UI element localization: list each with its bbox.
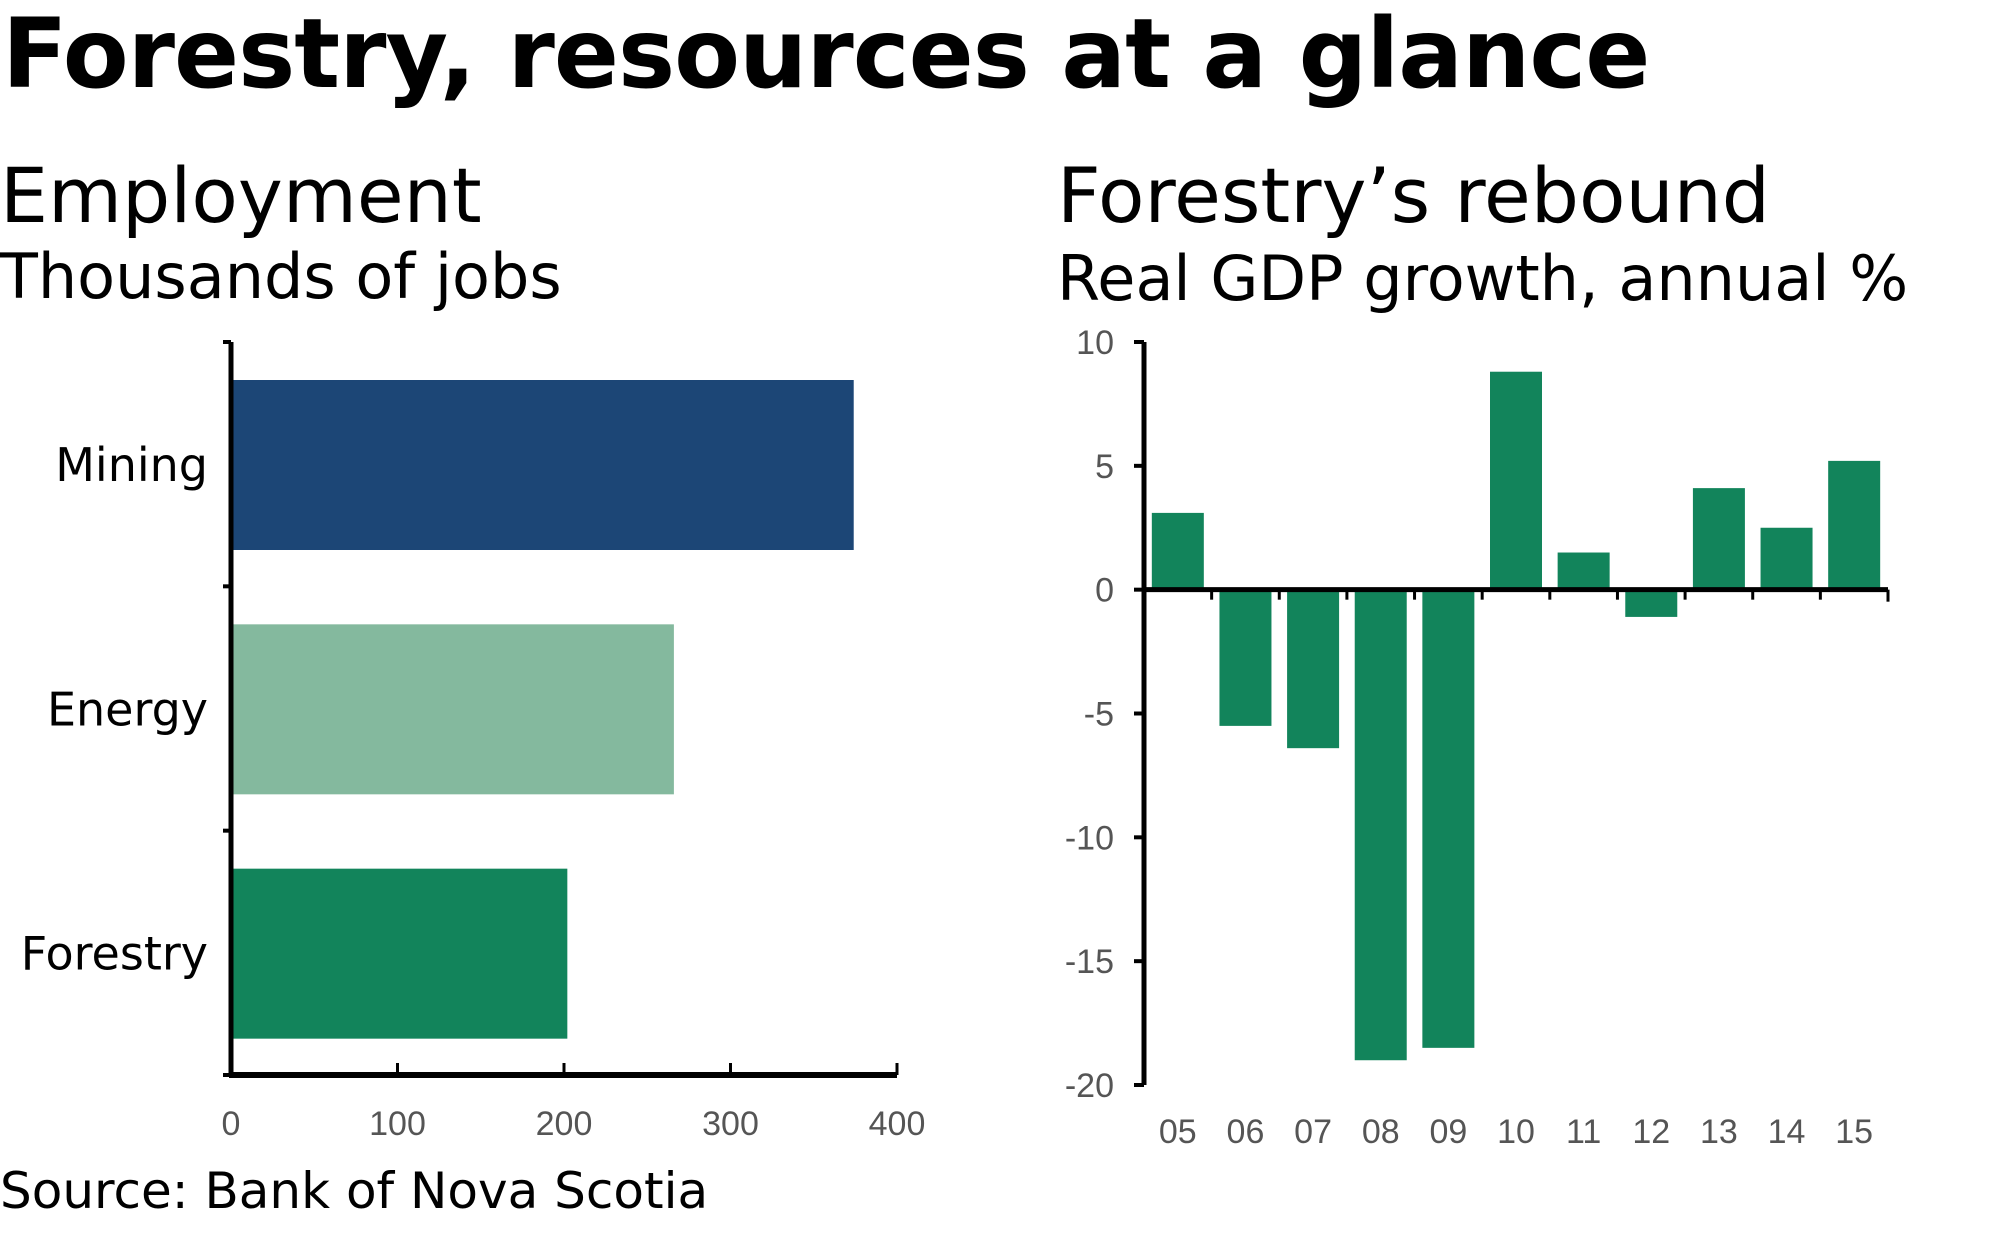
- gdp-chart-title: Forestry’s rebound: [1057, 151, 1771, 240]
- x-tick-label: 200: [536, 1105, 593, 1143]
- main-title: Forestry, resources at a glance: [2, 0, 1650, 110]
- x-tick-label: 14: [1768, 1113, 1806, 1151]
- x-tick-label: 08: [1362, 1113, 1400, 1151]
- bar-09: [1422, 589, 1475, 1048]
- bar-11: [1557, 552, 1610, 590]
- x-tick-label: 0: [222, 1105, 241, 1143]
- x-tick-label: 05: [1159, 1113, 1197, 1151]
- category-label-energy: Energy: [47, 682, 208, 736]
- bar-08: [1354, 589, 1407, 1061]
- bar-06: [1219, 589, 1272, 726]
- bar-mining: [231, 380, 854, 550]
- y-tick-label: -10: [1065, 819, 1114, 857]
- y-tick-label: -5: [1084, 696, 1114, 734]
- x-tick-label: 10: [1497, 1113, 1535, 1151]
- x-tick-label: 13: [1700, 1113, 1738, 1151]
- bar-13: [1692, 488, 1745, 590]
- x-tick-label: 11: [1566, 1113, 1601, 1151]
- x-tick-label: 300: [702, 1105, 759, 1143]
- employment-chart-subtitle: Thousands of jobs: [0, 240, 562, 313]
- bar-energy: [231, 624, 674, 795]
- bar-07: [1287, 589, 1340, 749]
- y-tick-label: -15: [1065, 943, 1114, 981]
- bar-14: [1760, 527, 1813, 590]
- bar-15: [1828, 460, 1881, 590]
- x-tick-label: 07: [1294, 1113, 1332, 1151]
- employment-bar-chart: Mining Energy Forestry 0 100 200 300 400: [21, 340, 926, 1143]
- category-label-forestry: Forestry: [21, 927, 208, 981]
- bar-10: [1490, 371, 1542, 590]
- gdp-chart-subtitle: Real GDP growth, annual %: [1057, 242, 1909, 315]
- bar-05: [1151, 512, 1204, 590]
- y-tick-label: 0: [1095, 572, 1114, 610]
- x-tick-label: 100: [369, 1105, 426, 1143]
- x-tick-label: 06: [1227, 1113, 1265, 1151]
- y-tick-label: 5: [1095, 448, 1114, 486]
- source-note: Source: Bank of Nova Scotia: [0, 1162, 709, 1220]
- gdp-growth-bar-chart: 05 06 07 08 09 10 11 12 13 14 15 10 5 0 -5 -10 -15 -20: [1065, 324, 1890, 1151]
- bar-forestry: [231, 868, 568, 1039]
- y-tick-label: -20: [1065, 1067, 1114, 1105]
- x-tick-label: 400: [869, 1105, 926, 1143]
- bar-12: [1625, 589, 1678, 617]
- employment-chart-title: Employment: [0, 151, 482, 240]
- y-tick-label: 10: [1076, 324, 1114, 362]
- x-tick-label: 09: [1429, 1113, 1467, 1151]
- x-tick-label: 15: [1835, 1113, 1873, 1151]
- category-label-mining: Mining: [55, 438, 208, 492]
- x-tick-label: 12: [1632, 1113, 1670, 1151]
